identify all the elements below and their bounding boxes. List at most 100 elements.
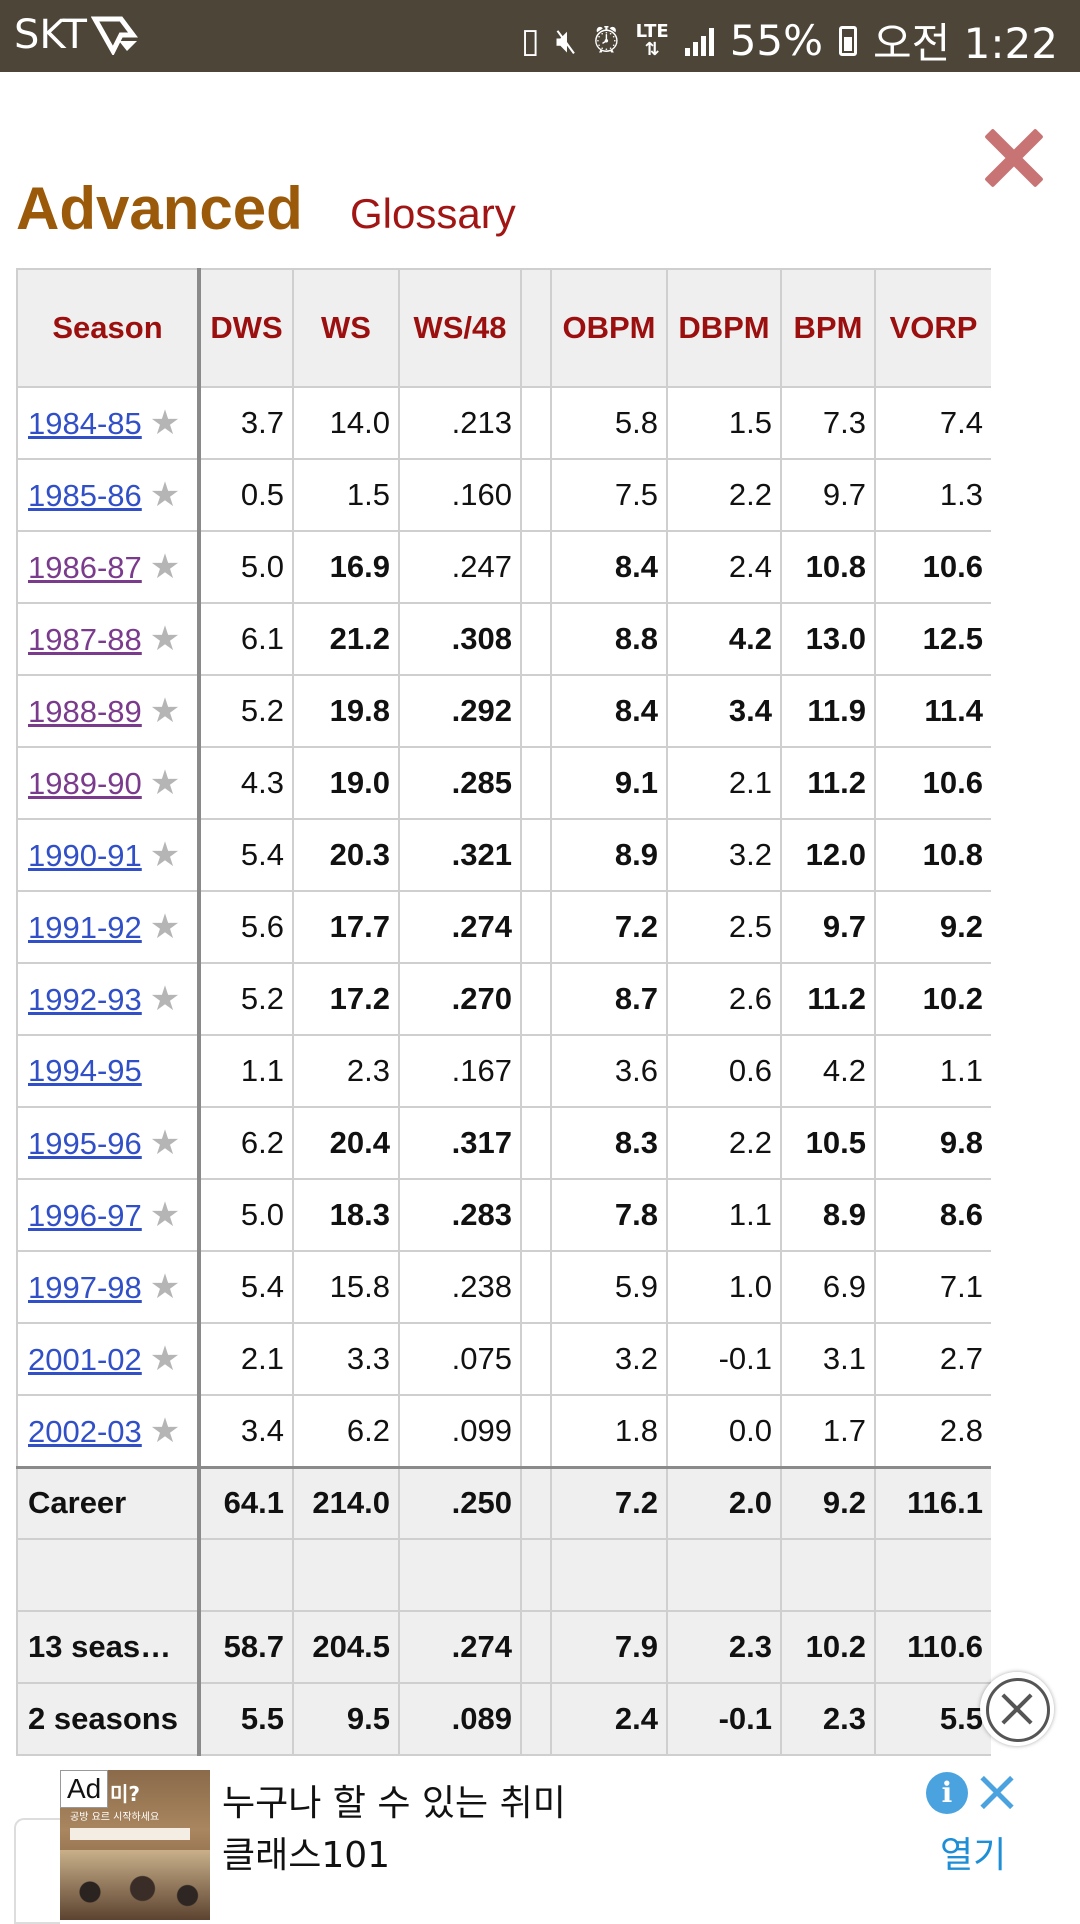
season-link[interactable]: 2002-03 [28, 1413, 142, 1449]
ws48-cell: .317 [398, 1106, 522, 1180]
close-icon[interactable] [982, 126, 1046, 190]
blank-cell [520, 1538, 552, 1612]
season-link[interactable]: 1994-95 [28, 1053, 142, 1088]
ad-open-button[interactable]: 열기 [940, 1835, 1007, 1876]
season-link[interactable]: 1995-96 [28, 1126, 142, 1161]
table-row: 1991-92 ★ 5.6 17.7.274 7.2 2.5 9.7 9.2 [16, 890, 991, 964]
ws48-cell: .089 [398, 1682, 522, 1756]
blank-cell [874, 1538, 991, 1612]
col-header-bpm[interactable]: BPM [780, 268, 876, 388]
dws-cell: 5.0 [198, 1178, 294, 1252]
bpm-cell: 11.2 [780, 746, 876, 820]
ws-cell: 19.0 [292, 746, 400, 820]
season-link[interactable]: 1990-91 [28, 838, 142, 873]
spacer-cell [520, 386, 552, 460]
ad-banner[interactable]: 미? 공방 요르 시작하세요 Ad 누구나 할 수 있는 취미 클래스101 i… [0, 1764, 1080, 1924]
vorp-cell: 110.6 [874, 1610, 991, 1684]
bpm-cell: 4.2 [780, 1034, 876, 1108]
ad-image-people [60, 1850, 210, 1920]
dws-cell: 3.7 [198, 386, 294, 460]
spacer-cell [520, 1250, 552, 1324]
season-link[interactable]: 1985-86 [28, 478, 142, 513]
floating-close-button[interactable] [980, 1672, 1054, 1746]
ad-advertiser[interactable]: 클래스101 [222, 1835, 391, 1876]
carrier-name: SKT [14, 12, 87, 58]
season-link[interactable]: 1987-88 [28, 622, 142, 657]
spacer-cell [520, 890, 552, 964]
all-star-icon: ★ [149, 476, 181, 514]
vorp-cell: 8.6 [874, 1178, 991, 1252]
ad-close-icon[interactable] [976, 1772, 1018, 1814]
season-link[interactable]: 1984-85 [28, 406, 142, 441]
table-row: 1986-87 ★ 5.0 16.9.247 8.4 2.4 10.8 10.6 [16, 530, 991, 604]
dws-cell: 5.6 [198, 890, 294, 964]
ad-left-edge [14, 1818, 60, 1924]
mute-icon: 🔇︎ [555, 20, 578, 61]
summary-label: 13 seaso… [16, 1610, 201, 1684]
blank-cell [198, 1538, 294, 1612]
table-row: 1995-96 ★ 6.2 20.4.317 8.3 2.2 10.5 9.8 [16, 1106, 991, 1180]
obpm-cell: 8.4 [550, 674, 668, 748]
bpm-cell: 6.9 [780, 1250, 876, 1324]
obpm-cell: 8.9 [550, 818, 668, 892]
advanced-stats-table-container[interactable]: Season DWS WS WS/48 OBPM DBPM BPM VORP 1… [16, 268, 991, 1756]
bpm-cell: 10.2 [780, 1610, 876, 1684]
dbpm-cell: 1.1 [666, 1178, 782, 1252]
ws-cell: 18.3 [292, 1178, 400, 1252]
all-star-icon: ★ [149, 404, 181, 442]
obpm-cell: 7.8 [550, 1178, 668, 1252]
dbpm-cell: 3.2 [666, 818, 782, 892]
col-header-ws48[interactable]: WS/48 [398, 268, 522, 388]
season-link[interactable]: 1992-93 [28, 982, 142, 1017]
all-star-icon: ★ [149, 1340, 181, 1378]
blank-cell [398, 1538, 522, 1612]
season-link[interactable]: 1997-98 [28, 1270, 142, 1305]
col-header-dws[interactable]: DWS [198, 268, 294, 388]
season-cell: 1991-92 ★ [16, 890, 201, 964]
dbpm-cell: 3.4 [666, 674, 782, 748]
dbpm-cell: 2.2 [666, 1106, 782, 1180]
season-link[interactable]: 1996-97 [28, 1198, 142, 1233]
col-header-season[interactable]: Season [16, 268, 201, 388]
ws-cell: 17.7 [292, 890, 400, 964]
bpm-cell: 11.2 [780, 962, 876, 1036]
obpm-cell: 8.3 [550, 1106, 668, 1180]
spacer-cell [520, 962, 552, 1036]
all-star-icon: ★ [149, 980, 181, 1018]
obpm-cell: 2.4 [550, 1682, 668, 1756]
dbpm-cell: -0.1 [666, 1322, 782, 1396]
table-row: 1989-90 ★ 4.3 19.0.285 9.1 2.1 11.2 10.6 [16, 746, 991, 820]
bpm-cell: 1.7 [780, 1394, 876, 1468]
col-header-obpm[interactable]: OBPM [550, 268, 668, 388]
obpm-cell: 7.2 [550, 890, 668, 964]
bpm-cell: 10.8 [780, 530, 876, 604]
ad-info-icon[interactable]: i [926, 1772, 968, 1814]
season-link[interactable]: 1986-87 [28, 550, 142, 585]
ws-cell: 21.2 [292, 602, 400, 676]
col-header-dbpm[interactable]: DBPM [666, 268, 782, 388]
season-link[interactable]: 1988-89 [28, 694, 142, 729]
table-row: 1985-86 ★ 0.5 1.5.160 7.5 2.2 9.7 1.3 [16, 458, 991, 532]
season-link[interactable]: 1991-92 [28, 910, 142, 945]
dws-cell: 3.4 [198, 1394, 294, 1468]
season-link[interactable]: 1989-90 [28, 766, 142, 801]
dws-cell: 5.2 [198, 962, 294, 1036]
blank-row [16, 1538, 991, 1612]
dbpm-cell: 2.0 [666, 1465, 782, 1540]
ws-cell: 3.3 [292, 1322, 400, 1396]
col-header-ws[interactable]: WS [292, 268, 400, 388]
ws48-cell: .321 [398, 818, 522, 892]
season-cell: 1988-89 ★ [16, 674, 201, 748]
ws-cell: 204.5 [292, 1610, 400, 1684]
glossary-link[interactable]: Glossary [350, 190, 516, 237]
season-cell: 1984-85 ★ [16, 386, 201, 460]
col-header-vorp[interactable]: VORP [874, 268, 991, 388]
vorp-cell: 2.7 [874, 1322, 991, 1396]
season-link[interactable]: 2001-02 [28, 1342, 142, 1377]
ws-cell: 20.3 [292, 818, 400, 892]
ad-image[interactable]: 미? 공방 요르 시작하세요 [60, 1770, 210, 1920]
battery-icon [839, 25, 858, 56]
ad-headline[interactable]: 누구나 할 수 있는 취미 [222, 1783, 566, 1824]
season-cell: 2001-02 ★ [16, 1322, 201, 1396]
ws48-cell: .167 [398, 1034, 522, 1108]
